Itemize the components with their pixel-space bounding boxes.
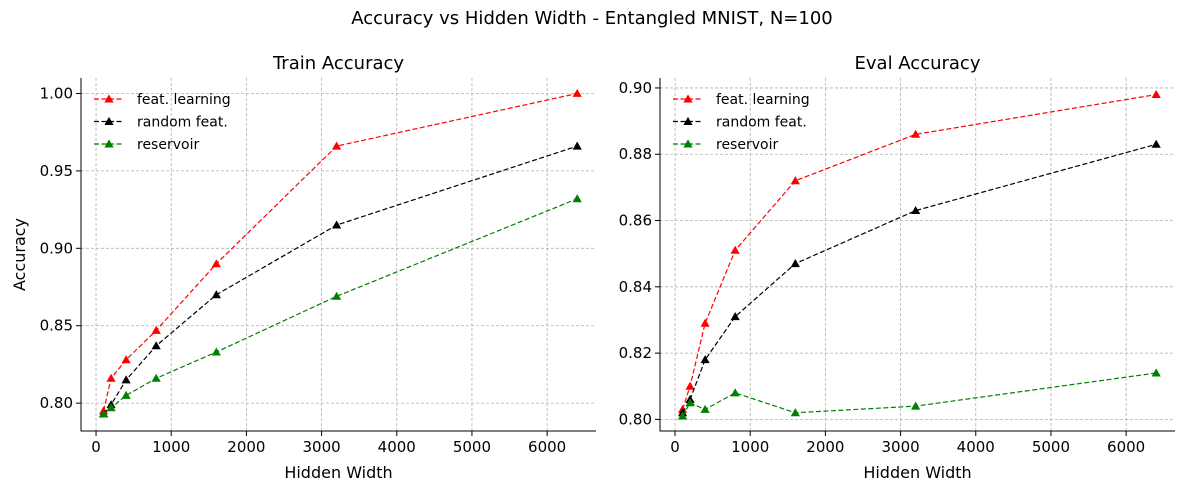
series-feat-learning [677, 89, 1161, 413]
data-point [106, 373, 116, 382]
y-tick-label: 0.95 [40, 162, 73, 180]
axis-spines [659, 78, 1175, 432]
data-point [790, 408, 800, 417]
x-tick-label: 3000 [881, 438, 919, 456]
legend: feat. learning random feat. reservoir [94, 92, 231, 153]
x-tick-label: 4000 [378, 438, 416, 456]
data-point [677, 411, 688, 420]
y-tick-label: 0.82 [619, 344, 652, 362]
x-tick-label: 6000 [528, 438, 566, 456]
data-point [700, 318, 710, 327]
x-tick-label: 1000 [731, 438, 769, 456]
legend-marker [104, 139, 114, 148]
legend-marker [104, 94, 114, 103]
y-tick-label: 1.00 [40, 84, 73, 102]
data-point [1151, 89, 1161, 99]
data-point [572, 194, 582, 203]
data-point [730, 312, 740, 321]
data-point [1151, 368, 1161, 377]
series-line [682, 143, 1157, 414]
x-tick-label: 1000 [152, 438, 190, 456]
x-axis-label: Hidden Width [863, 463, 971, 482]
data-point [911, 129, 921, 138]
data-point [98, 409, 109, 418]
x-tick-label: 0 [91, 438, 101, 456]
data-point [730, 245, 740, 254]
legend-label: reservoir [137, 137, 199, 153]
y-tick-label: 0.84 [619, 278, 652, 296]
legend-marker [683, 116, 693, 125]
subplot-1: 0 1000 2000 3000 4000 5000 6000 0.80 0.85 0.90 0.9… [10, 53, 596, 482]
data-point [685, 398, 695, 407]
data-point [332, 220, 342, 229]
legend-label: random feat. [137, 115, 228, 131]
y-tick-label: 0.85 [40, 317, 73, 335]
series-reservoir [98, 194, 582, 418]
legend: feat. learning random feat. reservoir [673, 92, 810, 153]
data-point [332, 141, 342, 150]
data-point [211, 347, 221, 356]
subplot-2: 0 1000 2000 3000 4000 5000 6000 0.80 0.82 0.84 0.8… [619, 53, 1175, 482]
data-point [572, 141, 582, 150]
data-point [151, 325, 161, 334]
y-tick-label: 0.80 [619, 410, 652, 428]
legend-label: random feat. [716, 115, 807, 131]
data-point [121, 355, 131, 364]
data-point [911, 205, 921, 215]
x-axis-label: Hidden Width [284, 463, 392, 482]
x-tick-label: 0 [670, 438, 680, 456]
data-point [332, 291, 342, 300]
data-point [911, 401, 921, 410]
series-line [103, 198, 578, 415]
x-tick-label: 5000 [1032, 438, 1070, 456]
data-point [121, 375, 131, 384]
y-tick-label: 0.90 [619, 79, 652, 97]
legend-label: reservoir [716, 137, 778, 153]
data-point [700, 355, 710, 364]
legend-marker [683, 139, 693, 148]
figure-suptitle: Accuracy vs Hidden Width - Entangled MNI… [351, 8, 832, 29]
data-point [572, 88, 582, 97]
x-tick-label: 2000 [227, 438, 265, 456]
legend-label: feat. learning [137, 92, 231, 108]
y-tick-label: 0.88 [619, 145, 652, 163]
data-point [106, 403, 116, 412]
data-point [121, 390, 131, 399]
x-tick-label: 5000 [453, 438, 491, 456]
subplot-title: Train Accuracy [272, 53, 404, 74]
series-line [682, 372, 1157, 417]
axis-spines [80, 78, 596, 432]
y-tick-label: 0.80 [40, 394, 73, 412]
data-point [730, 388, 740, 397]
x-tick-label: 2000 [806, 438, 844, 456]
data-point [790, 176, 800, 185]
legend-marker [683, 94, 693, 103]
series-feat-learning [98, 88, 582, 415]
x-tick-label: 3000 [302, 438, 340, 456]
y-tick-label: 0.86 [619, 212, 652, 230]
data-point [685, 381, 695, 390]
data-point [151, 341, 161, 350]
data-point [211, 290, 221, 299]
legend-marker [104, 116, 114, 125]
y-tick-label: 0.90 [40, 239, 73, 257]
x-tick-label: 4000 [957, 438, 995, 456]
series-line [103, 145, 578, 415]
data-point [211, 259, 221, 268]
data-point [151, 373, 161, 382]
legend-label: feat. learning [716, 92, 810, 108]
subplot-title: Eval Accuracy [855, 53, 981, 74]
x-tick-label: 6000 [1107, 438, 1145, 456]
data-point [790, 259, 800, 268]
series-reservoir [677, 368, 1161, 420]
y-axis-label: Accuracy [10, 218, 29, 291]
data-point [1151, 139, 1161, 148]
data-point [700, 404, 710, 413]
